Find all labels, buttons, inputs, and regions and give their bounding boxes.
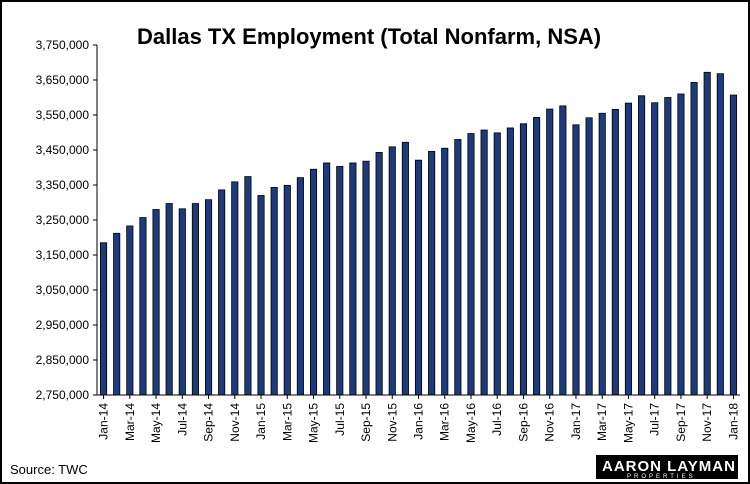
logo: AARON LAYMAN PROPERTIES xyxy=(596,455,738,480)
x-axis: Jan-14 Mar-14 May-14 Jul-14 Sep-14 Nov-14 Jan-… xyxy=(97,394,740,443)
bar-jan-16 xyxy=(414,159,423,396)
x-tick-label: Jan-15 xyxy=(254,403,268,440)
bar-oct-14 xyxy=(218,189,226,396)
y-axis: 2,750,000 2,850,000 2,950,000 3,050,000 3,15… xyxy=(36,38,98,402)
bar-sep-15 xyxy=(362,160,370,396)
logo-sub: PROPERTIES xyxy=(627,474,696,480)
chart-title: Dallas TX Employment (Total Nonfarm, NSA… xyxy=(137,24,601,49)
y-tick-label: 3,350,000 xyxy=(36,178,90,192)
source-note: Source: TWC xyxy=(10,462,88,477)
bar-feb-15 xyxy=(270,187,278,396)
y-tick-label: 2,950,000 xyxy=(36,318,90,332)
x-tick-label: Jul-17 xyxy=(648,403,662,436)
bar-jan-15 xyxy=(257,195,265,396)
bar-nov-16 xyxy=(546,108,554,396)
bar-jan-18 xyxy=(729,94,737,396)
x-tick-label: Mar-16 xyxy=(438,403,452,441)
bar-feb-17 xyxy=(585,117,593,396)
bar-jun-14 xyxy=(165,203,173,396)
bar-apr-15 xyxy=(296,177,304,396)
x-tick-label: Jan-16 xyxy=(412,403,426,440)
y-tick-label: 3,650,000 xyxy=(36,73,90,87)
bar-sep-14 xyxy=(204,199,213,396)
y-tick-label: 3,150,000 xyxy=(36,248,90,262)
bar-nov-15 xyxy=(388,146,396,396)
bar-jul-15 xyxy=(336,166,344,396)
x-tick-label: Jul-15 xyxy=(333,403,347,436)
bar-sep-16 xyxy=(519,123,528,396)
x-tick-label: Mar-17 xyxy=(595,403,609,441)
x-tick-label: May-17 xyxy=(621,403,635,443)
bar-aug-16 xyxy=(506,127,514,396)
bar-jul-16 xyxy=(493,132,501,396)
x-tick-label: Jul-14 xyxy=(175,403,189,436)
bar-may-17 xyxy=(624,102,633,396)
bar-feb-14 xyxy=(113,232,121,396)
bar-oct-16 xyxy=(533,117,541,396)
bar-oct-17 xyxy=(690,82,698,396)
bar-oct-15 xyxy=(375,152,383,396)
x-tick-label: Mar-14 xyxy=(123,403,137,441)
logo-name: AARON LAYMAN xyxy=(602,458,736,475)
bar-mar-16 xyxy=(441,147,449,396)
bar-apr-14 xyxy=(139,217,147,396)
x-tick-label: Jan-17 xyxy=(569,403,583,440)
bar-aug-14 xyxy=(191,203,199,396)
x-tick-label: Nov-17 xyxy=(700,403,714,442)
x-tick-label: Jan-18 xyxy=(726,403,740,440)
bar-jul-14 xyxy=(178,208,186,396)
x-tick-label: Sep-17 xyxy=(674,403,688,442)
bar-dec-14 xyxy=(244,176,252,396)
bar-mar-15 xyxy=(283,184,291,396)
x-tick-label: Mar-15 xyxy=(280,403,294,441)
bar-jul-17 xyxy=(651,102,659,396)
bar-apr-17 xyxy=(611,109,619,396)
x-tick-label: Jul-16 xyxy=(490,403,504,436)
x-tick-label: May-16 xyxy=(464,403,478,443)
bar-dec-17 xyxy=(716,73,724,396)
bar-jun-16 xyxy=(480,129,488,396)
bar-aug-15 xyxy=(349,162,357,396)
bar-aug-17 xyxy=(664,97,672,396)
bar-mar-17 xyxy=(598,112,606,396)
x-tick-label: Jan-14 xyxy=(97,403,111,440)
y-tick-label: 2,750,000 xyxy=(36,388,90,402)
bar-sep-17 xyxy=(677,93,685,396)
y-tick-label: 3,550,000 xyxy=(36,108,90,122)
bar-feb-16 xyxy=(428,150,436,396)
x-tick-label: Sep-14 xyxy=(202,403,216,442)
y-tick-label: 3,050,000 xyxy=(36,283,90,297)
bar-nov-14 xyxy=(231,181,239,396)
y-tick-label: 3,750,000 xyxy=(36,38,90,52)
y-tick-label: 3,250,000 xyxy=(36,213,90,227)
bar-jan-17 xyxy=(572,124,580,396)
x-tick-label: Nov-15 xyxy=(385,403,399,442)
bar-jun-15 xyxy=(323,162,331,396)
bar-may-16 xyxy=(467,133,475,396)
x-tick-label: Sep-16 xyxy=(516,403,530,442)
x-tick-label: Nov-14 xyxy=(228,403,242,442)
x-tick-label: May-14 xyxy=(149,403,163,443)
bar-dec-15 xyxy=(401,141,409,396)
bar-jun-17 xyxy=(638,95,646,396)
bar-mar-14 xyxy=(126,225,134,396)
bars xyxy=(100,71,737,396)
y-tick-label: 2,850,000 xyxy=(36,353,90,367)
bar-may-14 xyxy=(152,209,160,396)
x-tick-label: Nov-16 xyxy=(543,403,557,442)
bar-nov-17 xyxy=(703,71,711,396)
bar-dec-16 xyxy=(559,105,567,396)
bar-apr-16 xyxy=(454,139,462,396)
x-tick-label: Sep-15 xyxy=(359,403,373,442)
bar-jan-14 xyxy=(100,242,108,396)
x-tick-label: May-15 xyxy=(307,403,321,443)
bar-may-15 xyxy=(309,168,318,396)
y-tick-label: 3,450,000 xyxy=(36,143,90,157)
